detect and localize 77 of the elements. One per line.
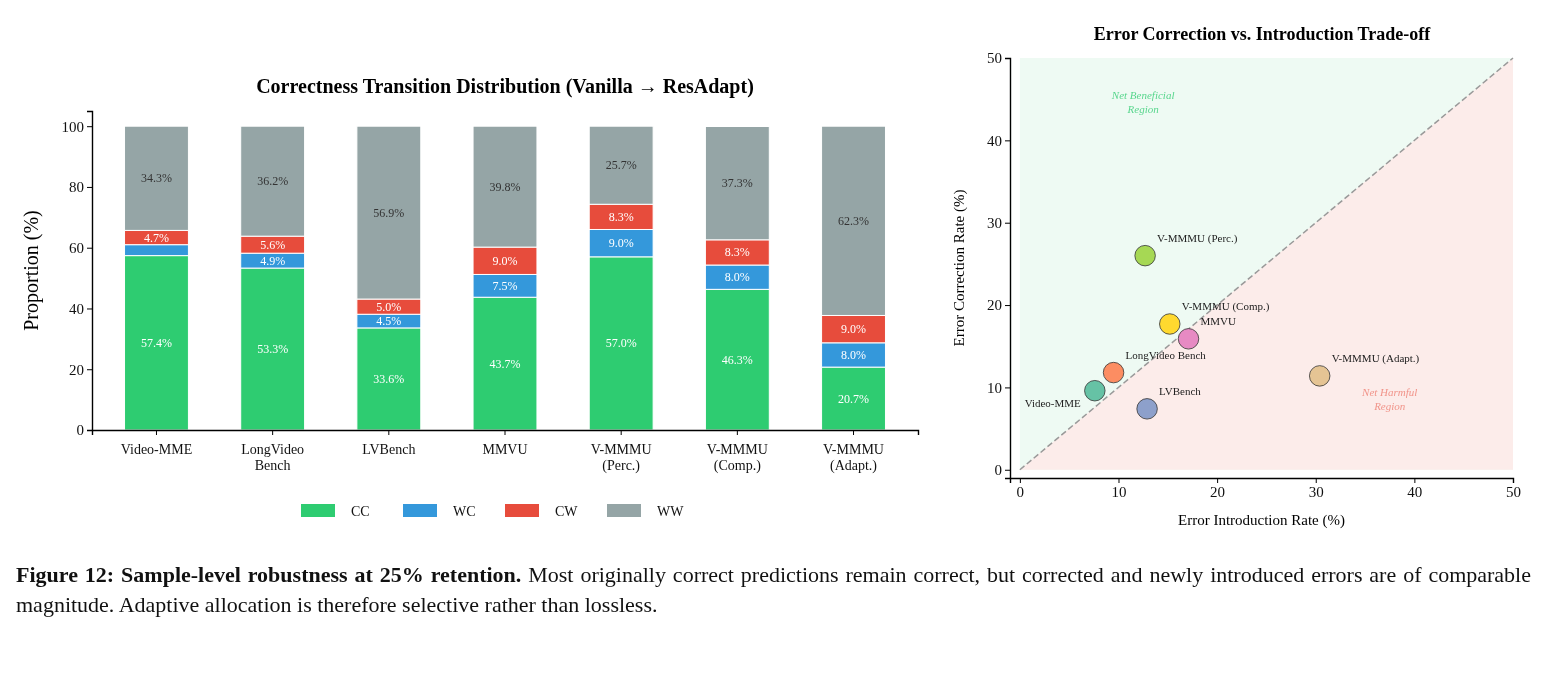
y-axis-title: Proportion (%) xyxy=(20,210,43,331)
y-tick-label: 30 xyxy=(987,215,1002,232)
point xyxy=(1159,313,1181,335)
y-tick-label: 50 xyxy=(987,50,1002,67)
series-label: V-MMMU (Comp.) xyxy=(1181,300,1270,313)
data-label: 36.2% xyxy=(257,174,289,189)
x-axis-title: Error Introduction Rate (%) xyxy=(1177,512,1346,529)
x-tick-label: V-MMMU (Perc.) xyxy=(590,442,652,474)
data-label: 57.0% xyxy=(605,336,637,351)
y-tick-label: 0 xyxy=(76,422,84,439)
x-tick-label: 30 xyxy=(1308,483,1324,500)
data-label: 62.3% xyxy=(838,213,870,228)
y-axis-title: Error Correction Rate (%) xyxy=(951,189,968,347)
data-label: 43.7% xyxy=(489,356,521,371)
point xyxy=(1177,328,1200,350)
point xyxy=(1134,245,1156,267)
data-label: 56.9% xyxy=(373,205,405,220)
legend-label: WW xyxy=(657,504,685,519)
chart-title: Correctness Transition Distribution (Vanilla → ResAdapt) xyxy=(256,75,754,98)
legend-label: CW xyxy=(555,504,579,519)
data-label: 5.0% xyxy=(376,299,402,314)
x-tick-label: LongVideo Bench xyxy=(241,442,305,473)
data-label: 8.0% xyxy=(841,347,867,362)
y-tick-label: 10 xyxy=(987,379,1002,396)
data-label: 34.3% xyxy=(140,171,172,186)
point xyxy=(1309,365,1331,387)
x-tick-label: 20 xyxy=(1210,483,1226,500)
data-label: 33.6% xyxy=(373,371,405,386)
data-label: 57.4% xyxy=(140,335,172,350)
y-tick-label: 100 xyxy=(61,118,84,135)
series-label: MMVU xyxy=(1200,314,1237,327)
y-tick-label: 40 xyxy=(69,300,84,317)
series-label: LongVideo Bench xyxy=(1125,348,1207,361)
data-label: 4.9% xyxy=(260,253,286,268)
data-label: 25.7% xyxy=(605,158,637,173)
caption: Figure 12: Sample-level robustness at 25% retention. Most originally correct predictions remain correct, but corrected and newly introduced errors are of comparable magnitude. Adaptive allocation is therefore selective rather than lossless. xyxy=(16,561,1531,619)
y-tick-label: 20 xyxy=(69,361,84,378)
data-label: 7.5% xyxy=(492,278,518,293)
annotation: Net Harmful Region xyxy=(1361,385,1418,412)
x-tick-label: MMVU xyxy=(482,442,528,457)
series-label: LVBench xyxy=(1159,384,1202,397)
legend-label: WC xyxy=(453,504,476,519)
data-label: 9.0% xyxy=(841,322,867,337)
x-tick-label: Video-MME xyxy=(120,442,193,457)
data-label: 53.3% xyxy=(257,342,289,357)
x-tick-label: 10 xyxy=(1111,483,1127,500)
data-label: 8.3% xyxy=(724,245,750,260)
series-label: V-MMMU (Adapt.) xyxy=(1331,351,1420,365)
point xyxy=(1084,380,1106,402)
data-label: 4.7% xyxy=(143,230,169,245)
y-tick-label: 40 xyxy=(987,132,1002,149)
data-label: 4.5% xyxy=(376,314,402,329)
data-label: 9.0% xyxy=(608,236,634,251)
data-label: 9.0% xyxy=(492,253,518,268)
data-label: 46.3% xyxy=(721,352,753,367)
series-label: V-MMMU (Perc.) xyxy=(1157,231,1238,245)
x-tick-label: LVBench xyxy=(362,442,416,457)
series-label: Video-MME xyxy=(1024,396,1082,409)
data-label: 8.3% xyxy=(608,209,634,224)
data-label: 5.6% xyxy=(260,237,286,252)
y-tick-label: 60 xyxy=(69,240,84,257)
point xyxy=(1136,398,1158,420)
x-tick-label: V-MMMU (Adapt.) xyxy=(823,442,884,474)
legend-label: CC xyxy=(351,504,370,519)
point xyxy=(1102,361,1125,384)
y-tick-label: 20 xyxy=(987,297,1002,314)
data-label: 20.7% xyxy=(838,391,870,406)
x-tick-label: 50 xyxy=(1506,483,1521,500)
annotation: Net Beneficial Region xyxy=(1110,89,1175,116)
x-tick-label: 40 xyxy=(1407,483,1423,500)
x-tick-label: V-MMMU (Comp.) xyxy=(706,442,768,474)
y-tick-label: 80 xyxy=(69,179,84,196)
data-label: 39.8% xyxy=(489,179,521,194)
x-tick-label: 0 xyxy=(1016,483,1025,500)
data-label: 37.3% xyxy=(721,176,753,191)
data-label: 8.0% xyxy=(724,270,750,285)
chart-title: Error Correction vs. Introduction Trade-off xyxy=(1093,24,1432,44)
